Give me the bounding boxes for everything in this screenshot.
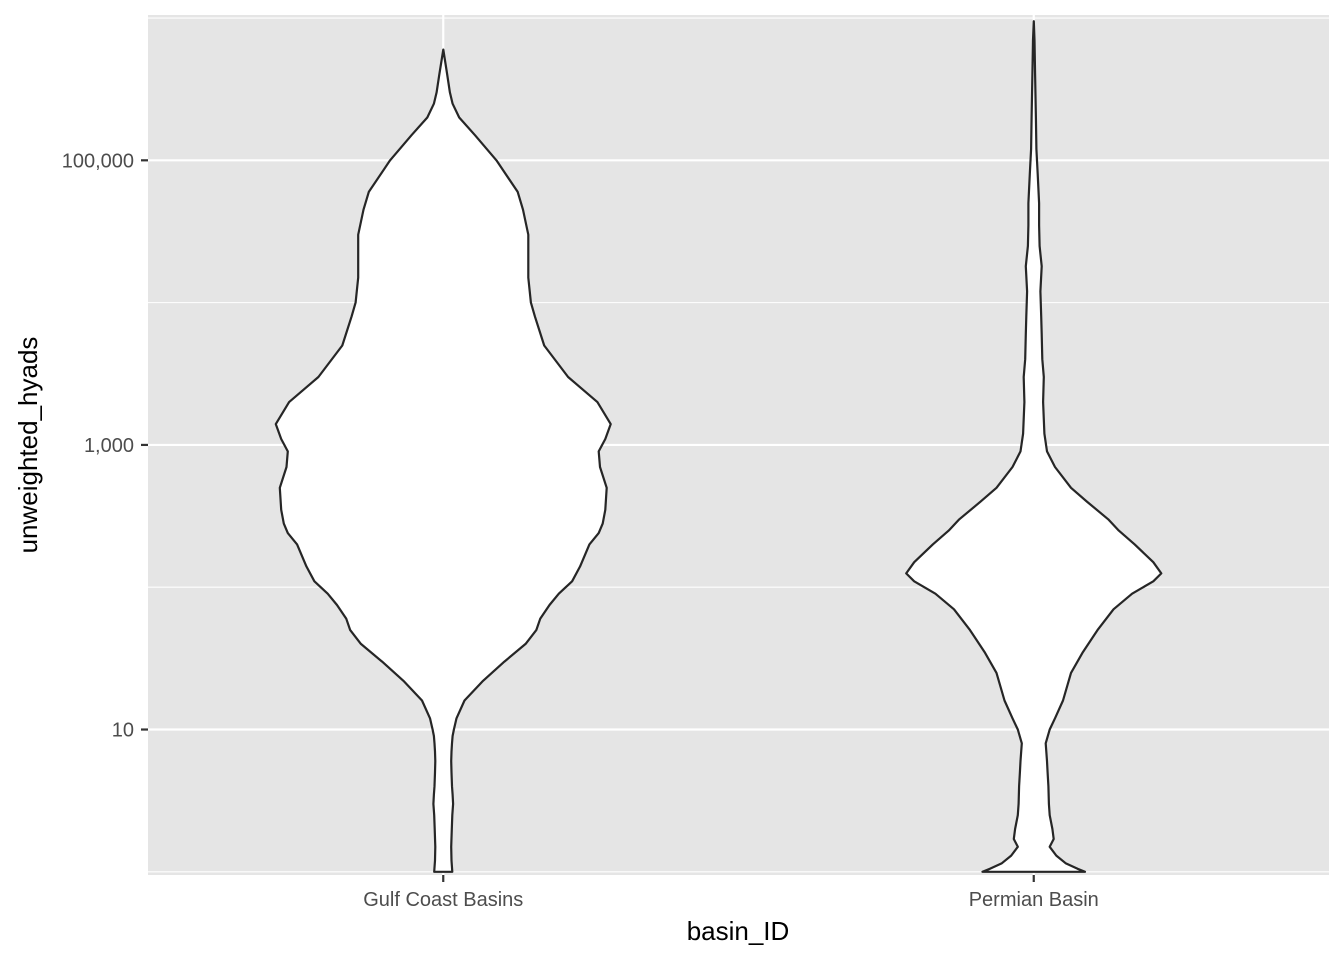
- x-axis: Gulf Coast Basins Permian Basin: [363, 875, 1099, 911]
- violin-permian-basin: [905, 20, 1163, 873]
- x-tick-label: Permian Basin: [969, 889, 1099, 911]
- violin-gulf-coast-basins: [274, 48, 612, 873]
- violins: [274, 20, 1163, 873]
- y-axis: 10 1,000 100,000: [62, 150, 148, 742]
- x-axis-title: basin_ID: [687, 916, 790, 946]
- y-axis-title: unweighted_hyads: [13, 337, 43, 554]
- x-tick-label: Gulf Coast Basins: [363, 889, 523, 911]
- y-tick-label: 100,000: [62, 150, 134, 172]
- y-tick-label: 10: [112, 720, 134, 742]
- y-tick-label: 1,000: [84, 435, 134, 457]
